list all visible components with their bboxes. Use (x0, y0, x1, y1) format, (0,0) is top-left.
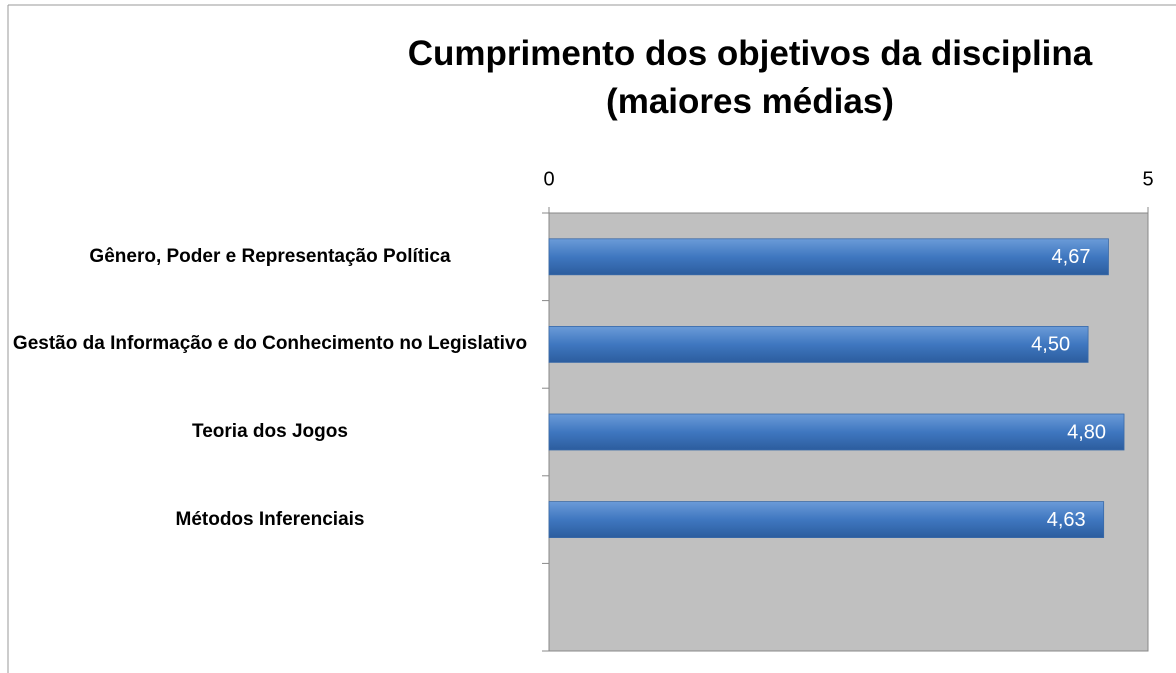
x-tick-label: 0 (543, 168, 554, 190)
value-label: 4,63 (1047, 509, 1086, 531)
value-label: 4,67 (1052, 246, 1091, 268)
y-tick-label: Teoria dos Jogos (192, 421, 348, 442)
bar (548, 238, 1109, 276)
y-tick-label: Gênero, Poder e Representação Política (89, 245, 451, 267)
y-tick-label: Gestão da Informação e do Conhecimento n… (12, 333, 528, 355)
bar (548, 413, 1125, 451)
chart-title: Cumprimento dos objetivos da disciplina … (407, 34, 1093, 121)
y-tick-label: Métodos Inferenciais (175, 508, 365, 530)
x-tick-label: 5 (1142, 168, 1153, 190)
value-label: 4,80 (1067, 421, 1106, 443)
bar (548, 325, 1089, 363)
bar (548, 501, 1105, 539)
value-label: 4,50 (1031, 334, 1070, 356)
